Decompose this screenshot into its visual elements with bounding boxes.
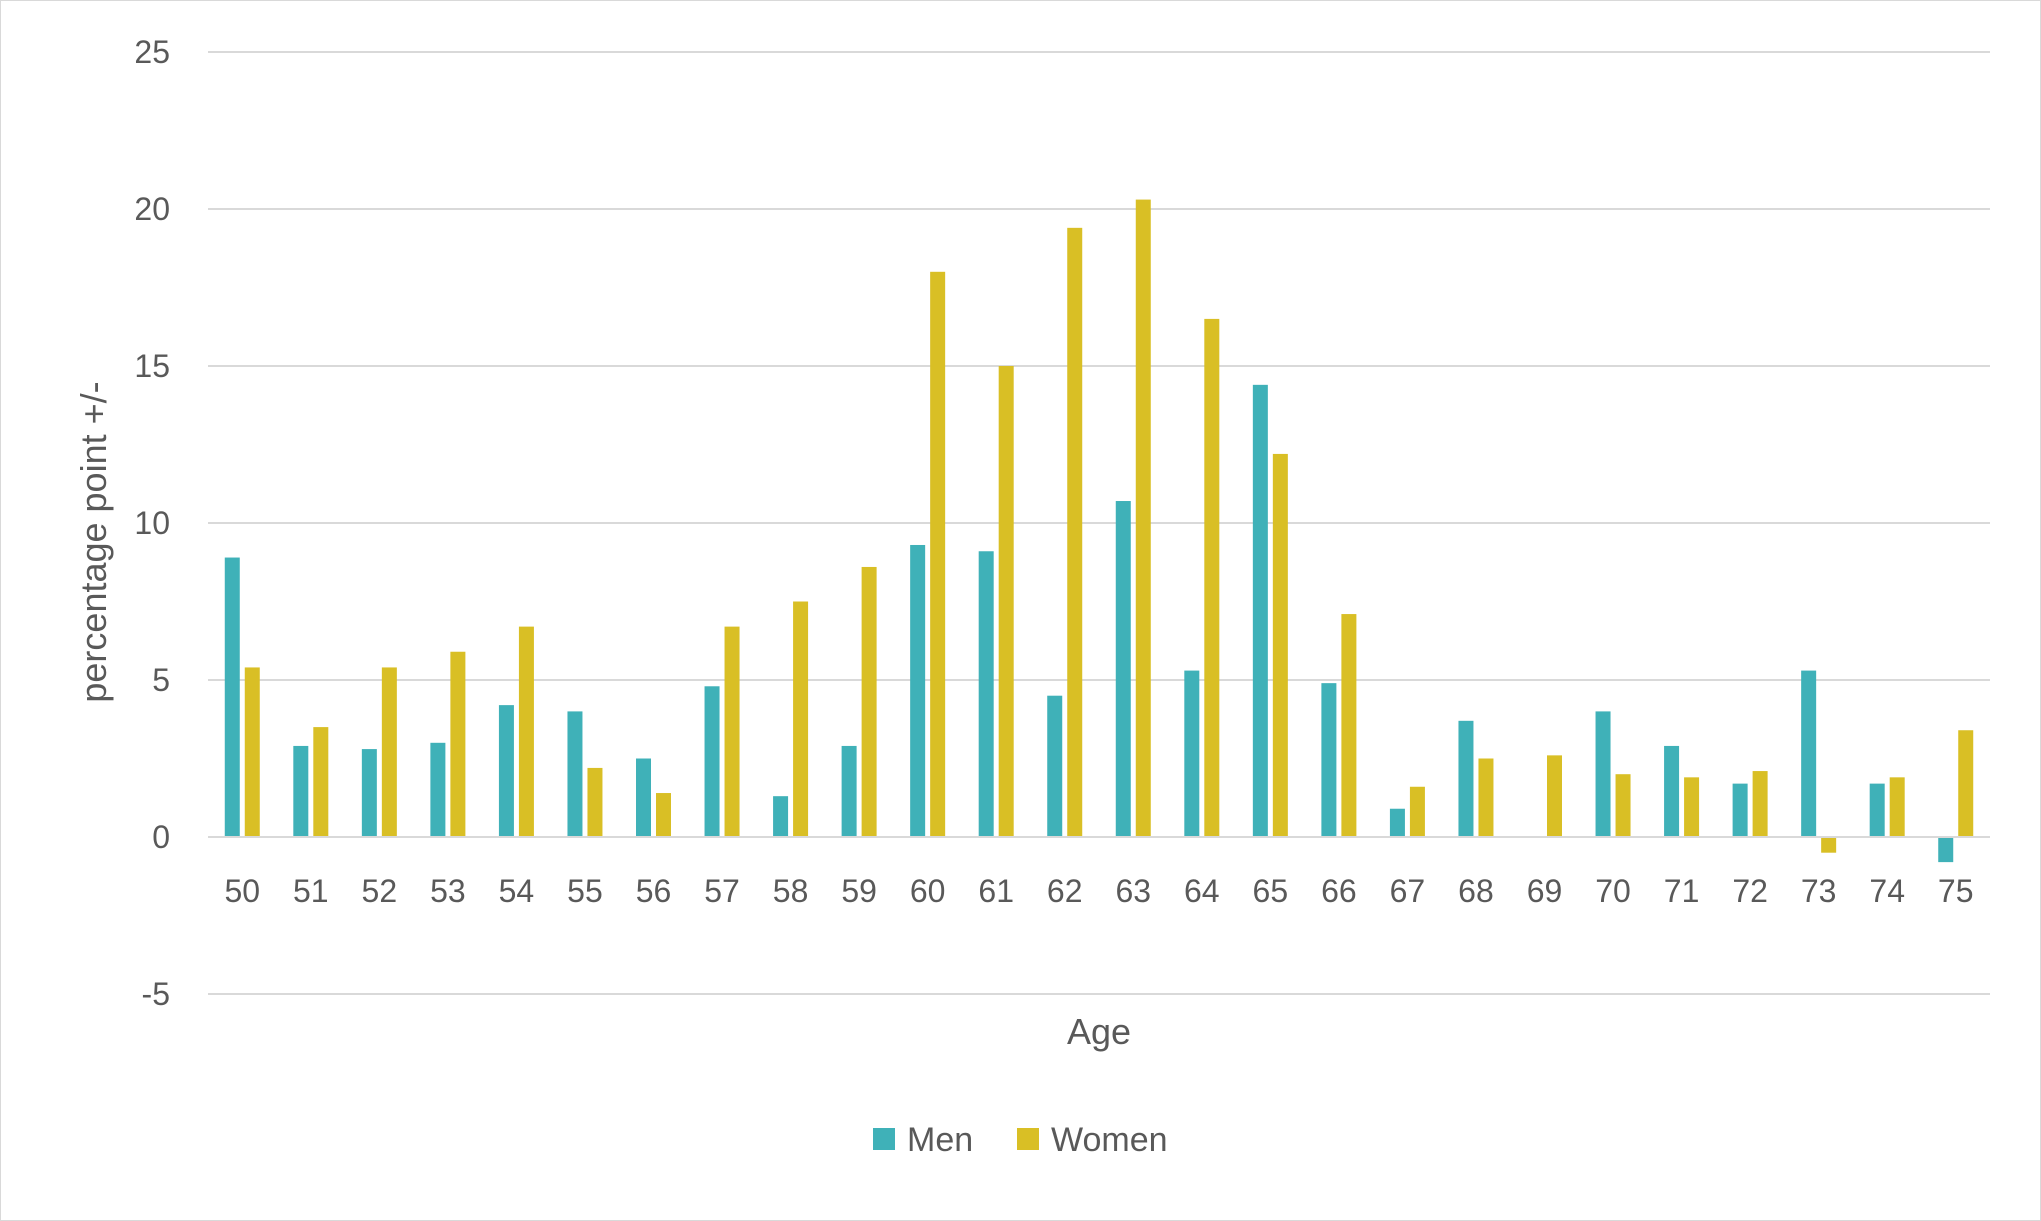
bar-women-63 [1135,199,1151,837]
bar-women-52 [381,667,397,837]
bar-men-50 [224,557,240,837]
bar-men-52 [361,749,377,837]
bar-women-54 [518,626,534,837]
bars [224,199,1974,863]
bar-men-51 [293,745,309,837]
bar-men-53 [430,742,446,837]
x-tick-label: 61 [978,873,1014,909]
x-tick-label: 74 [1869,873,1905,909]
x-tick-label: 60 [910,873,946,909]
bar-men-58 [773,796,789,837]
bar-women-53 [450,651,466,837]
bar-women-60 [930,271,946,837]
bar-men-75 [1938,837,1954,863]
bar-women-57 [724,626,740,837]
x-tick-label: 73 [1801,873,1837,909]
x-tick-label: 64 [1184,873,1220,909]
bar-men-59 [841,745,857,837]
bar-women-56 [656,793,671,837]
bar-men-57 [704,686,720,837]
x-axis-ticks: 50 51 52 53 54 55 56 57 58 59 60 61 62 63 64 65 66 67 68 69… [224,873,1973,909]
gridlines [208,51,1990,995]
bar-women-62 [1067,227,1083,838]
bar-women-74 [1889,777,1905,837]
x-tick-label: 63 [1115,873,1151,909]
bar-men-60 [910,544,926,837]
legend-label-men: Men [907,1121,973,1159]
bar-men-55 [567,711,583,837]
bar-women-59 [861,566,877,837]
legend: Men Women [873,1121,1168,1159]
bar-men-63 [1115,501,1131,837]
x-tick-label: 62 [1047,873,1083,909]
x-tick-label: 55 [567,873,603,909]
x-tick-label: 75 [1938,873,1974,909]
y-axis-ticks: -5 0 5 10 15 20 25 [134,34,170,1012]
bar-men-66 [1321,683,1337,837]
y-axis-title: percentage point +/- [73,381,114,702]
x-tick-label: 71 [1664,873,1700,909]
bar-men-67 [1389,808,1405,837]
x-tick-label: 66 [1321,873,1357,909]
x-tick-label: 54 [499,873,535,909]
y-tick-label: 5 [152,662,170,698]
x-tick-label: 57 [704,873,740,909]
bar-men-61 [978,551,994,837]
y-tick-label: 25 [134,34,170,70]
x-tick-label: 56 [636,873,672,909]
bar-men-62 [1047,695,1063,837]
bar-women-71 [1684,777,1700,837]
bar-men-71 [1664,745,1680,837]
bar-women-67 [1409,786,1425,837]
x-tick-label: 72 [1732,873,1768,909]
bar-women-61 [998,366,1014,837]
x-tick-label: 59 [841,873,877,909]
x-tick-label: 52 [362,873,398,909]
bar-women-73 [1821,837,1837,853]
y-tick-label: -5 [142,976,170,1012]
legend-swatch-men [873,1128,895,1150]
bar-women-72 [1752,771,1768,837]
bar-men-70 [1595,711,1611,837]
bar-women-66 [1341,614,1357,837]
x-tick-label: 50 [224,873,260,909]
x-tick-label: 58 [773,873,809,909]
x-tick-label: 67 [1390,873,1426,909]
bar-men-54 [498,705,514,837]
bar-men-64 [1184,670,1200,837]
bar-men-65 [1252,384,1268,837]
bar-women-50 [244,667,260,837]
y-tick-label: 10 [134,505,170,541]
y-tick-label: 20 [134,191,170,227]
bar-women-68 [1478,758,1494,837]
bar-women-70 [1615,774,1631,837]
x-tick-label: 70 [1595,873,1631,909]
y-tick-label: 15 [134,348,170,384]
bar-men-73 [1801,670,1817,837]
x-tick-label: 51 [293,873,329,909]
bar-men-68 [1458,720,1474,837]
x-tick-label: 53 [430,873,466,909]
bar-women-64 [1204,318,1220,837]
bar-women-58 [793,601,809,837]
bar-men-74 [1869,783,1885,837]
bar-women-75 [1958,730,1974,837]
bar-women-55 [587,767,603,837]
x-tick-label: 65 [1253,873,1289,909]
bar-women-51 [313,727,329,837]
x-tick-label: 69 [1527,873,1563,909]
bar-men-56 [636,758,651,837]
x-axis-title: Age [1067,1011,1131,1052]
legend-swatch-women [1017,1128,1039,1150]
bar-women-65 [1272,453,1288,837]
bar-men-72 [1732,783,1748,837]
x-tick-label: 68 [1458,873,1494,909]
legend-label-women: Women [1051,1121,1168,1159]
y-tick-label: 0 [152,819,170,855]
bar-women-69 [1547,755,1562,837]
